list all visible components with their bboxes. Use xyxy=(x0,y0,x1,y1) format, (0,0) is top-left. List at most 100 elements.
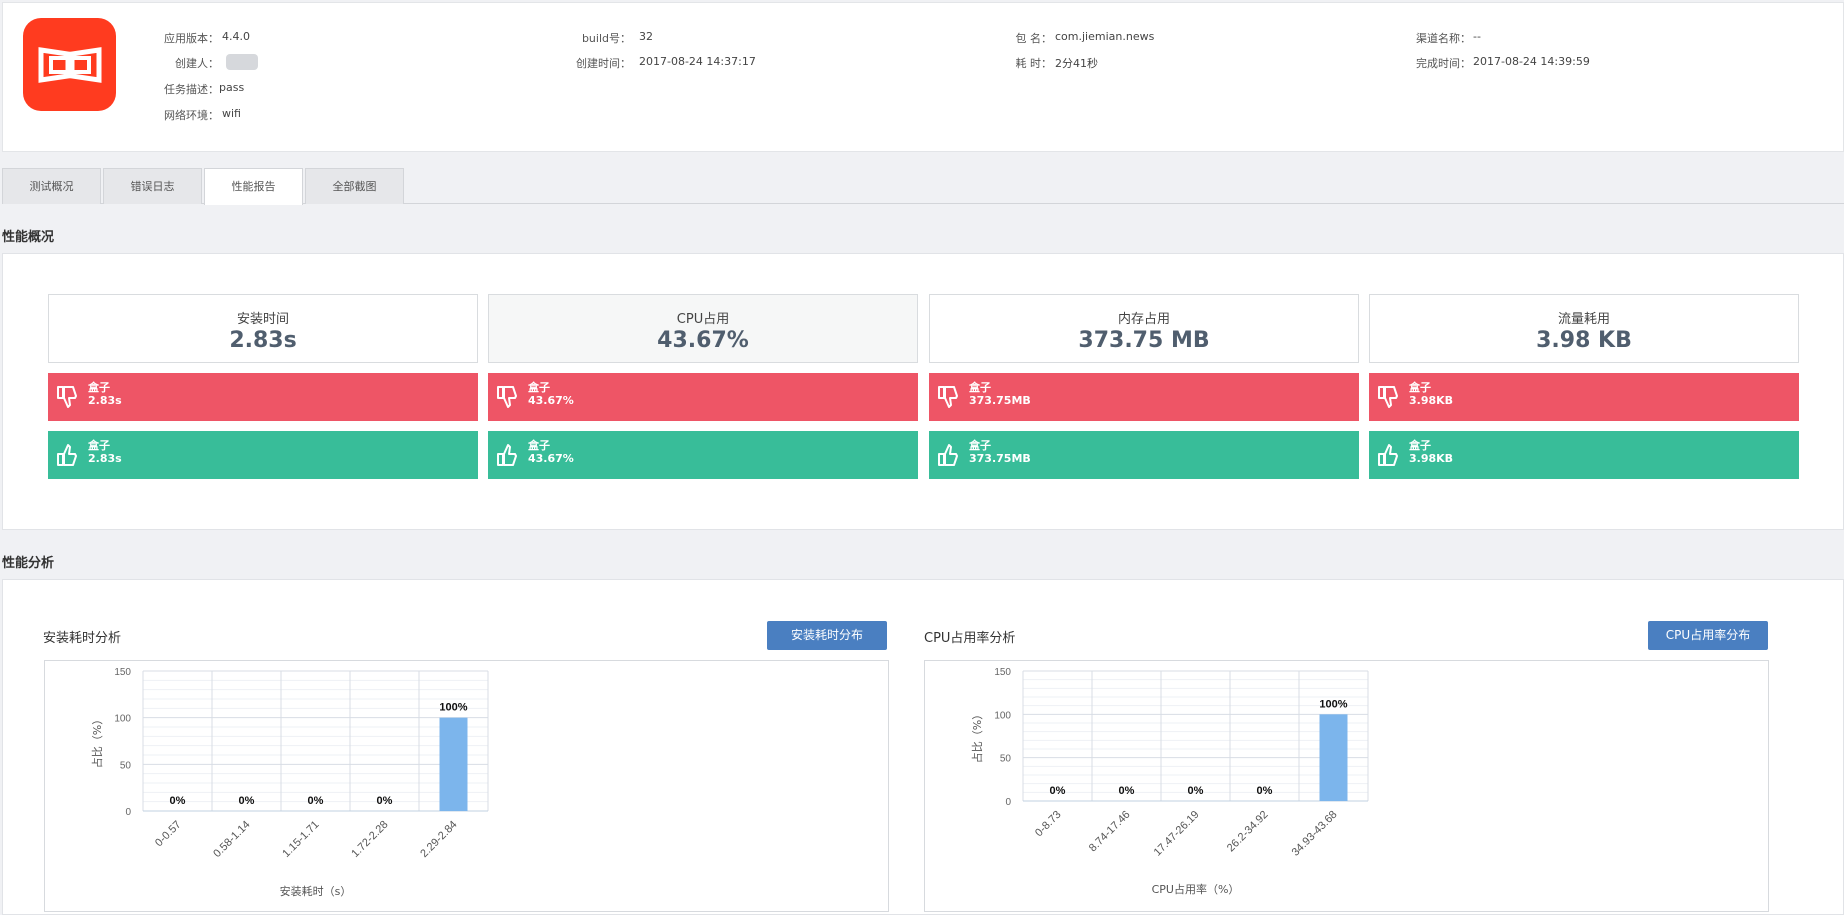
install-time-card: 安装时间 2.83s xyxy=(48,294,478,363)
data-label: 0% xyxy=(170,795,186,807)
task-desc-label: 任务描述： xyxy=(164,83,219,96)
y-tick-label: 150 xyxy=(994,667,1011,678)
best-device-name: 盒子 xyxy=(969,439,991,452)
x-tick-label: 0-0.57 xyxy=(153,819,184,850)
creator-avatar-redacted xyxy=(226,54,258,70)
created-time-label: 创建时间： xyxy=(576,57,631,70)
thumbs-down-icon xyxy=(1377,385,1399,413)
tab-divider xyxy=(2,203,1844,204)
y-tick-label: 0 xyxy=(125,807,131,818)
created-time-value: 2017-08-24 14:37:17 xyxy=(639,55,756,68)
traffic-usage-worst-bar: 盒子 3.98KB xyxy=(1369,373,1799,421)
data-label: 0% xyxy=(308,795,324,807)
install-time-chart: 0 50 100 150 占比（%） 0% 0-0.57 0% 0.58-1.14 0% 1.15-… xyxy=(44,660,889,912)
y-tick-label: 150 xyxy=(114,667,131,678)
best-device-name: 盒子 xyxy=(1409,439,1431,452)
tab-test-overview[interactable]: 测试概况 xyxy=(2,168,101,204)
thumbs-down-icon xyxy=(937,385,959,413)
overview-section-title: 性能概况 xyxy=(2,230,55,245)
app-version-value: 4.4.0 xyxy=(222,30,250,43)
install-time-worst-bar: 盒子 2.83s xyxy=(48,373,478,421)
duration-value: 2分41秒 xyxy=(1055,57,1098,70)
data-label: 0% xyxy=(1119,785,1135,797)
tab-all-screenshots[interactable]: 全部截图 xyxy=(305,168,404,204)
tab-performance-report[interactable]: 性能报告 xyxy=(204,168,303,205)
x-tick-label: 0.58-1.14 xyxy=(211,819,252,860)
x-tick-label: 34.93-43.68 xyxy=(1290,809,1340,859)
channel-label: 渠道名称： xyxy=(1416,32,1471,45)
worst-device-value: 2.83s xyxy=(88,394,122,407)
x-tick-label: 8.74-17.46 xyxy=(1087,809,1133,855)
x-axis-label: CPU占用率（%） xyxy=(1152,882,1240,896)
memory-usage-worst-bar: 盒子 373.75MB xyxy=(929,373,1359,421)
y-tick-label: 100 xyxy=(114,714,131,725)
thumbs-up-icon xyxy=(496,443,518,471)
bar xyxy=(1319,714,1348,801)
memory-usage-label: 内存占用 xyxy=(1117,312,1170,327)
data-label: 100% xyxy=(1319,698,1347,710)
memory-usage-card: 内存占用 373.75 MB xyxy=(929,294,1359,363)
install-time-chart-title: 安装耗时分析 xyxy=(43,631,122,646)
worst-device-name: 盒子 xyxy=(969,381,991,394)
worst-device-value: 3.98KB xyxy=(1409,394,1454,407)
x-tick-label: 17.47-26.19 xyxy=(1152,809,1202,859)
memory-usage-best-bar: 盒子 373.75MB xyxy=(929,431,1359,479)
y-tick-label: 0 xyxy=(1005,797,1011,808)
cpu-usage-worst-bar: 盒子 43.67% xyxy=(488,373,918,421)
thumbs-down-icon xyxy=(56,385,78,413)
analysis-section-title: 性能分析 xyxy=(2,556,55,571)
y-tick-label: 100 xyxy=(994,710,1011,721)
cpu-usage-value: 43.67% xyxy=(657,328,749,353)
best-device-value: 3.98KB xyxy=(1409,452,1454,465)
thumbs-up-icon xyxy=(937,443,959,471)
cpu-usage-distribution-button[interactable]: CPU占用率分布 xyxy=(1648,621,1768,650)
cpu-usage-chart-svg: 0 50 100 150 占比（%） 0% 0-8.73 0% 8.74-17.46 0% 17.4… xyxy=(970,667,1369,896)
cpu-usage-chart-title: CPU占用率分析 xyxy=(924,631,1016,646)
data-label: 0% xyxy=(377,795,393,807)
thumbs-down-icon xyxy=(496,385,518,413)
cpu-usage-best-bar: 盒子 43.67% xyxy=(488,431,918,479)
y-tick-label: 50 xyxy=(1000,754,1012,765)
x-tick-label: 1.15-1.71 xyxy=(280,819,321,860)
worst-device-name: 盒子 xyxy=(1409,381,1431,394)
data-label: 0% xyxy=(239,795,255,807)
install-time-value: 2.83s xyxy=(229,328,297,353)
memory-usage-value: 373.75 MB xyxy=(1078,328,1210,353)
traffic-usage-best-bar: 盒子 3.98KB xyxy=(1369,431,1799,479)
x-tick-label: 26.2-34.92 xyxy=(1225,809,1271,855)
install-time-best-bar: 盒子 2.83s xyxy=(48,431,478,479)
traffic-usage-label: 流量耗用 xyxy=(1557,312,1610,327)
network-label: 网络环境： xyxy=(164,109,219,122)
install-time-chart-svg: 0 50 100 150 占比（%） 0% 0-0.57 0% 0.58-1.14 0% 1.15-… xyxy=(90,667,489,898)
x-tick-label: 1.72-2.28 xyxy=(349,819,390,860)
install-time-distribution-button[interactable]: 安装耗时分布 xyxy=(767,621,887,650)
cpu-usage-card: CPU占用 43.67% xyxy=(488,294,918,363)
tab-error-log[interactable]: 错误日志 xyxy=(103,168,202,204)
duration-label: 耗 时： xyxy=(1015,57,1053,70)
app-version-label: 应用版本： xyxy=(164,32,219,45)
data-label: 0% xyxy=(1257,785,1273,797)
best-device-name: 盒子 xyxy=(528,439,550,452)
network-value: wifi xyxy=(222,107,241,120)
traffic-usage-card: 流量耗用 3.98 KB xyxy=(1369,294,1799,363)
thumbs-up-icon xyxy=(56,443,78,471)
x-tick-label: 2.29-2.84 xyxy=(418,819,459,860)
worst-device-name: 盒子 xyxy=(88,381,110,394)
best-device-value: 2.83s xyxy=(88,452,122,465)
thumbs-up-icon xyxy=(1377,443,1399,471)
bar xyxy=(439,717,468,811)
worst-device-value: 43.67% xyxy=(528,394,574,407)
app-logo xyxy=(23,18,116,111)
package-label: 包 名： xyxy=(1015,32,1053,45)
x-tick-label: 0-8.73 xyxy=(1033,809,1064,840)
y-axis-label: 占比（%） xyxy=(90,714,104,768)
finished-time-label: 完成时间： xyxy=(1416,57,1471,70)
package-value: com.jiemian.news xyxy=(1055,30,1155,43)
best-device-name: 盒子 xyxy=(88,439,110,452)
build-label: build号： xyxy=(581,32,631,45)
app-info-header: 应用版本： 4.4.0 build号： 32 包 名： com.jiemian.… xyxy=(2,2,1844,152)
best-device-value: 373.75MB xyxy=(969,452,1031,465)
data-label: 100% xyxy=(439,702,467,714)
worst-device-value: 373.75MB xyxy=(969,394,1031,407)
traffic-usage-value: 3.98 KB xyxy=(1536,328,1632,353)
